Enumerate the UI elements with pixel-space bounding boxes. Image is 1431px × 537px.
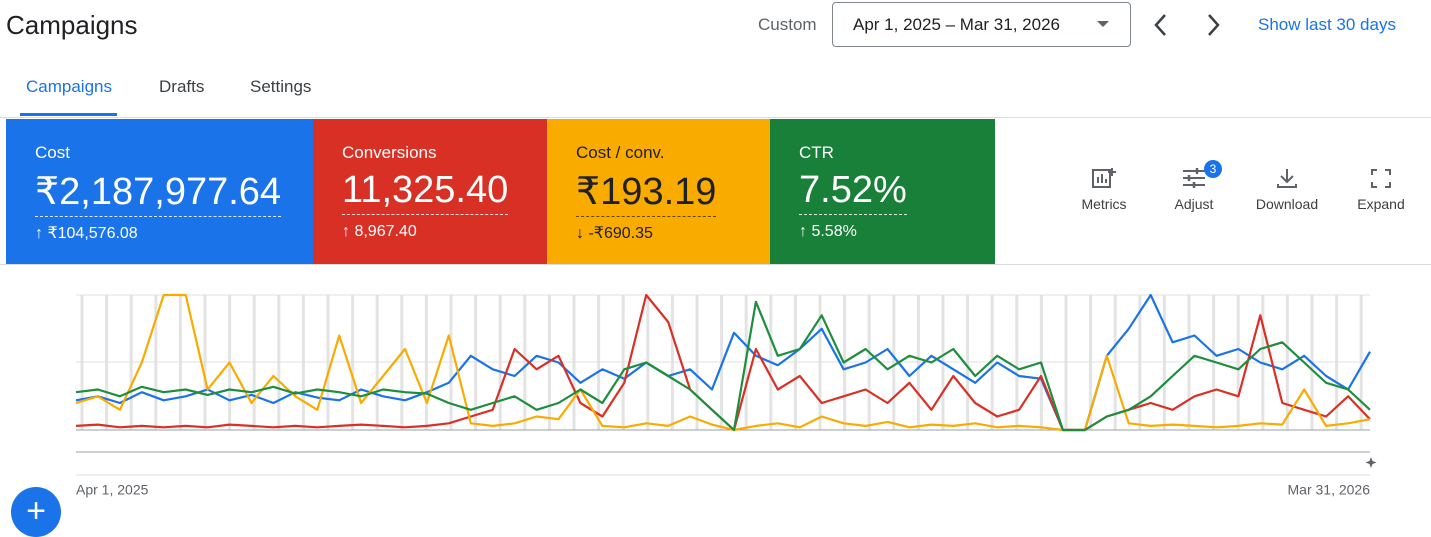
tab-indicator: [20, 113, 117, 116]
metric-change: ↑ 5.58%: [799, 223, 857, 240]
metric-value: ₹193.19: [576, 169, 717, 217]
fab[interactable]: +: [11, 487, 61, 537]
show-last-link[interactable]: Show last 30 days: [1258, 15, 1396, 34]
metric-label: Conversions: [342, 143, 437, 162]
page-title: Campaigns: [6, 10, 138, 40]
tab[interactable]: Settings: [250, 77, 312, 96]
metric-card[interactable]: Cost ₹2,187,977.64 ↑ ₹104,576.08: [6, 119, 313, 264]
metric-value: ₹2,187,977.64: [35, 169, 282, 217]
range-label: Custom: [758, 15, 817, 34]
tool-button[interactable]: Metrics: [1059, 166, 1149, 212]
tab[interactable]: Drafts: [159, 77, 205, 96]
date-picker[interactable]: Apr 1, 2025 – Mar 31, 2026: [832, 2, 1131, 47]
tool-label: Download: [1255, 196, 1319, 212]
series-line: [75, 300, 1371, 432]
expand-icon: [1371, 169, 1391, 188]
divider: [0, 264, 1431, 265]
metric-value: 11,325.40: [342, 169, 509, 215]
tool-label: Adjust: [1174, 196, 1214, 212]
adjust-icon: [1183, 168, 1205, 188]
dropdown-arrow: [1097, 21, 1109, 27]
metric-change: ↑ ₹104,576.08: [35, 225, 138, 242]
metric-change: ↓ -₹690.35: [576, 225, 653, 242]
x-axis-label: Apr 1, 2025: [76, 482, 149, 498]
metrics-icon: [1092, 168, 1116, 188]
divider: [0, 117, 1431, 118]
chart: Apr 1, 2025 Mar 31, 2026: [75, 293, 1377, 498]
metric-card[interactable]: Cost / conv. ₹193.19 ↓ -₹690.35: [547, 119, 770, 264]
tool-button[interactable]: Adjust 3: [1149, 160, 1239, 212]
tab[interactable]: Campaigns: [26, 77, 112, 96]
metric-change: ↑ 8,967.40: [342, 223, 417, 240]
metric-label: CTR: [799, 143, 834, 162]
sparkle-icon: [1365, 457, 1377, 468]
prev-button[interactable]: [1150, 12, 1172, 38]
tool-button[interactable]: Download: [1242, 166, 1332, 212]
download-icon: [1277, 169, 1297, 188]
badge: 3: [1204, 160, 1222, 178]
tool-label: Metrics: [1081, 196, 1127, 212]
x-axis-label: Mar 31, 2026: [1288, 482, 1371, 498]
metric-card[interactable]: CTR 7.52% ↑ 5.58%: [770, 119, 995, 264]
metric-value: 7.52%: [799, 169, 907, 215]
tool-label: Expand: [1357, 196, 1405, 212]
metric-card[interactable]: Conversions 11,325.40 ↑ 8,967.40: [313, 119, 547, 264]
metric-label: Cost: [35, 143, 70, 162]
next-button[interactable]: [1202, 12, 1224, 38]
date-range: Apr 1, 2025 – Mar 31, 2026: [853, 15, 1060, 34]
tool-button[interactable]: Expand: [1336, 166, 1426, 212]
metric-label: Cost / conv.: [576, 143, 665, 162]
